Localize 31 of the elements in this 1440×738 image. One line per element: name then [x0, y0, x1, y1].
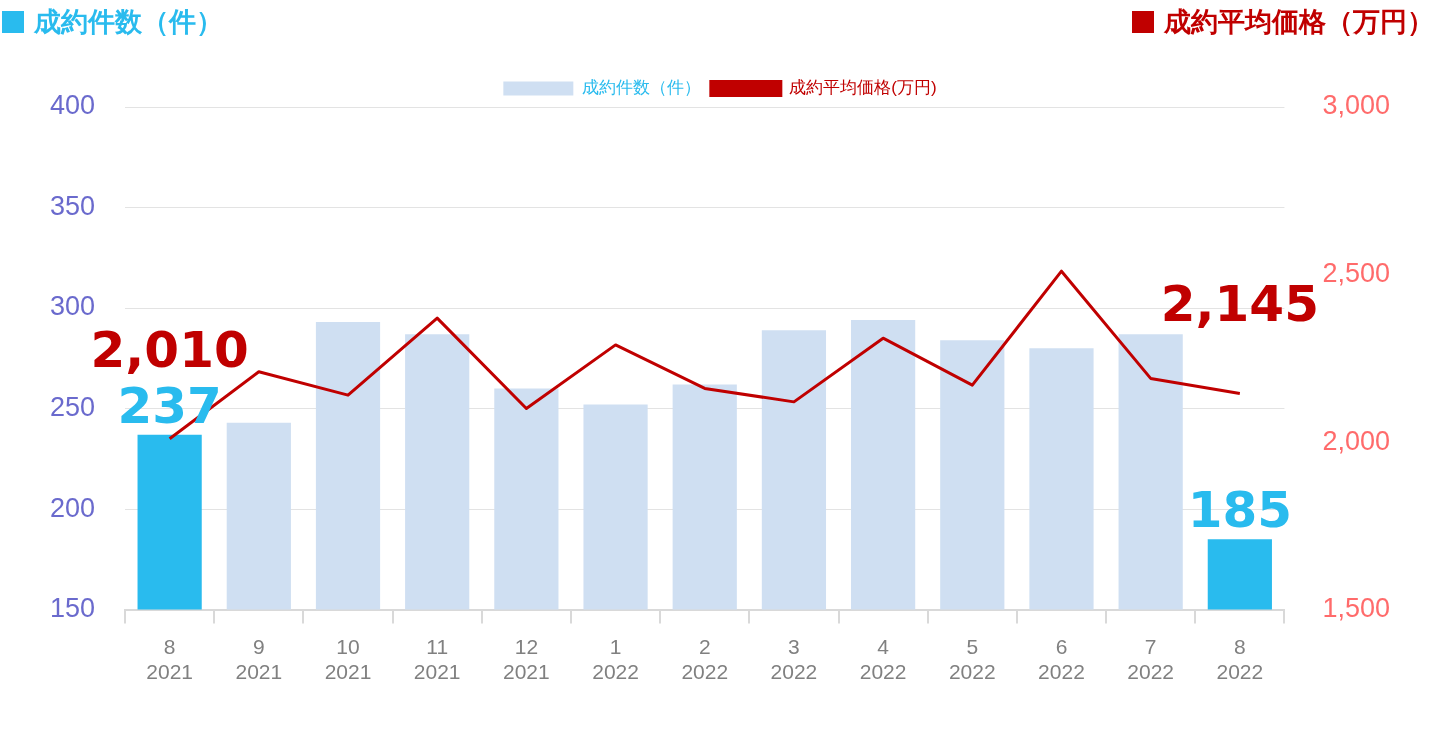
y-axis-title: 成約件数（件）	[34, 5, 223, 39]
x-tick-label: 1 2022	[592, 635, 639, 684]
y-tick-label: 250	[49, 392, 96, 423]
x-tick-label: 9 2021	[235, 635, 283, 684]
y-tick-label: 300	[49, 291, 96, 322]
y-tick-label: 200	[49, 492, 96, 523]
legend-label: 成約件数（件）	[581, 78, 701, 98]
x-tick-label: 3 2022	[770, 635, 818, 684]
y2-tick-label: 2,000	[1322, 425, 1391, 456]
y-tick-label: 150	[49, 593, 96, 624]
y2-tick-label: 1,500	[1322, 593, 1391, 624]
y2-tick-label: 3,000	[1322, 90, 1391, 121]
x-tick-label: 12 2021	[503, 635, 550, 684]
x-tick-label: 10 2021	[324, 635, 372, 684]
x-tick-label: 5 2022	[948, 635, 996, 684]
x-tick-label: 2 2022	[681, 635, 729, 684]
x-tick-label: 7 2022	[1127, 635, 1175, 684]
data-label: 185	[1187, 481, 1293, 540]
y2-axis-title: 成約平均価格（万円）	[1164, 5, 1434, 39]
data-label: 2,145	[1160, 275, 1319, 334]
x-tick-label: 4 2022	[859, 635, 907, 684]
x-tick-label: 6 2022	[1038, 635, 1085, 684]
data-label: 2,010	[90, 320, 249, 379]
y-tick-label: 400	[49, 90, 96, 121]
x-tick-label: 8 2021	[146, 635, 193, 684]
x-tick-label: 8 2022	[1216, 635, 1264, 684]
x-tick-label: 11 2021	[413, 635, 461, 684]
y-tick-label: 350	[49, 190, 96, 221]
y2-tick-label: 2,500	[1322, 257, 1391, 288]
legend-label: 成約平均価格(万円)	[789, 78, 937, 98]
data-label: 237	[117, 376, 222, 435]
